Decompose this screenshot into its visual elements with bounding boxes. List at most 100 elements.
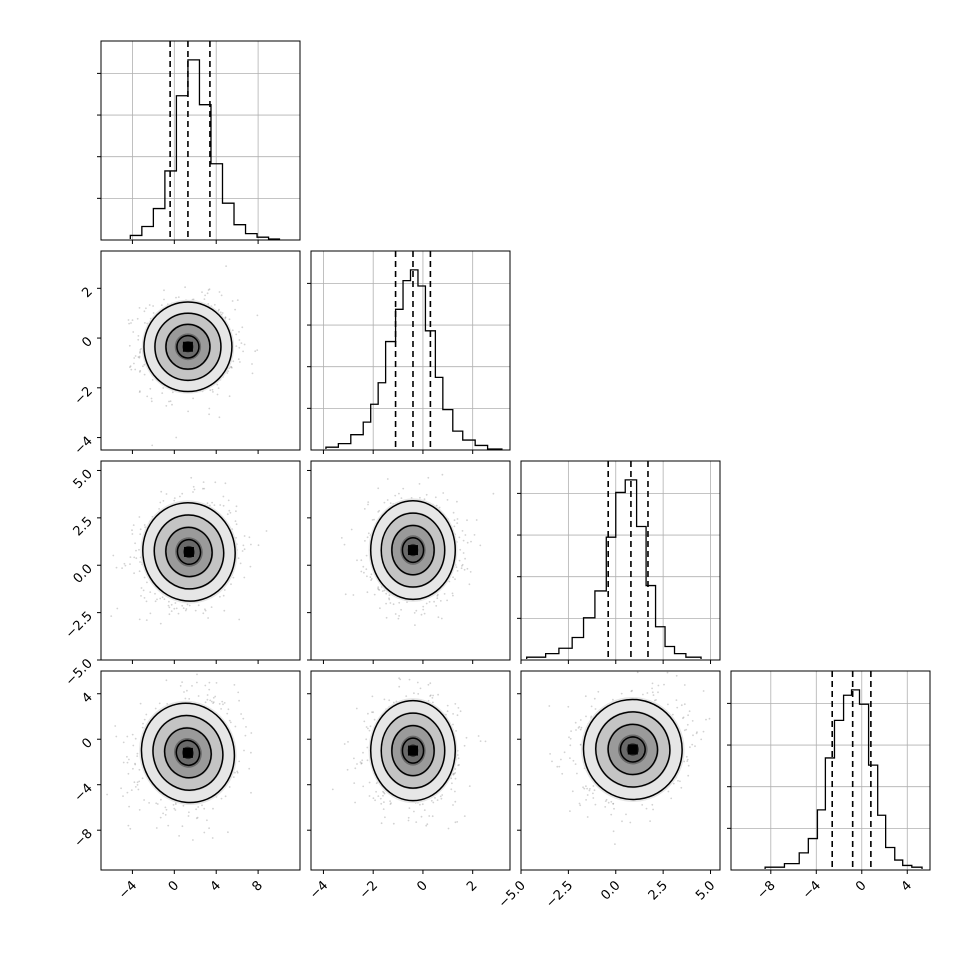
y-tick-label: 0 [79, 334, 95, 350]
x-tick-label: −4 [116, 878, 140, 902]
scatter-point [657, 684, 660, 687]
scatter-point [372, 711, 375, 714]
scatter-point [446, 599, 448, 602]
scatter-point [377, 588, 380, 591]
scatter-point [162, 500, 165, 502]
contour-line [163, 727, 212, 779]
scatter-point [129, 827, 132, 830]
scatter-point [425, 493, 428, 496]
scatter-point [558, 765, 561, 768]
scatter-point [208, 688, 211, 691]
scatter-point [192, 491, 194, 493]
scatter-point [569, 737, 572, 740]
scatter-point [578, 725, 581, 728]
scatter-point [138, 618, 141, 621]
scatter-point [175, 436, 178, 439]
scatter-point [138, 780, 141, 783]
scatter-point [702, 690, 705, 692]
histogram-panel-2 [517, 460, 721, 661]
scatter-point [421, 803, 424, 806]
scatter-point [373, 593, 376, 596]
scatter-point [569, 757, 571, 759]
contour-line [391, 524, 435, 576]
scatter-point [168, 600, 170, 603]
scatter-point [245, 726, 247, 728]
x-tick-label: 0 [853, 878, 869, 894]
scatter-point [130, 789, 133, 791]
scatter-point [211, 837, 214, 839]
scatter-point [392, 701, 395, 704]
scatter-point [162, 387, 165, 389]
scatter-point [196, 673, 198, 676]
panel-frame [730, 670, 931, 871]
scatter-point [145, 307, 147, 310]
scatter-point [429, 695, 431, 697]
scatter-point [152, 312, 155, 314]
scatter-point [235, 510, 237, 513]
scatter-point [373, 518, 375, 521]
scatter-point [230, 365, 233, 368]
scatter-point [570, 730, 572, 732]
scatter-point [213, 303, 216, 306]
scatter-point [156, 803, 159, 805]
scatter-point [192, 839, 194, 841]
scatter-point [350, 528, 353, 531]
scatter-point [366, 575, 368, 578]
scatter-point [126, 791, 129, 794]
scatter-point [593, 697, 596, 700]
scatter-point [179, 685, 182, 687]
scatter-point [367, 532, 370, 535]
scatter-point [362, 785, 365, 788]
scatter-point [202, 612, 205, 615]
scatter-point [452, 773, 455, 776]
scatter-point [440, 617, 443, 620]
scatter-point [129, 365, 132, 368]
scatter-point [197, 806, 200, 808]
scatter-point [685, 755, 688, 758]
scatter-point [204, 294, 207, 297]
scatter-point [645, 807, 648, 810]
scatter-point [167, 824, 170, 827]
scatter-point [484, 740, 487, 743]
scatter-point [212, 807, 214, 810]
scatter-point [446, 710, 449, 713]
scatter-point [236, 299, 239, 301]
scatter-point [702, 730, 705, 733]
scatter-point [464, 557, 466, 560]
contour-line [619, 736, 646, 763]
scatter-point [590, 705, 593, 708]
scatter-point [165, 679, 168, 682]
scatter-point [382, 794, 384, 797]
scatter-point [408, 678, 411, 681]
scatter-point [373, 718, 376, 721]
x-tick-label: −2.5 [543, 878, 576, 911]
contour-line [401, 737, 425, 764]
scatter-point [234, 725, 237, 728]
scatter-point [158, 702, 161, 705]
scatter-point [106, 793, 108, 796]
scatter-point [143, 799, 146, 801]
scatter-point [361, 759, 364, 762]
scatter-point [126, 735, 129, 738]
histogram-step [325, 269, 503, 450]
scatter-point [469, 571, 472, 573]
scatter-point [134, 786, 137, 788]
scatter-point [612, 803, 615, 805]
scatter-point [365, 726, 368, 728]
scatter-point [377, 586, 380, 589]
scatter-point [207, 303, 210, 305]
scatter-point [190, 476, 193, 479]
scatter-point [138, 356, 141, 359]
scatter-point [243, 548, 246, 551]
scatter-point [433, 600, 435, 603]
scatter-point [389, 602, 392, 604]
scatter-point [407, 816, 410, 819]
scatter-point [123, 562, 126, 565]
scatter-point [244, 734, 247, 737]
scatter-point [389, 803, 392, 805]
scatter-point [174, 803, 177, 805]
scatter-point [235, 505, 238, 508]
scatter-point [388, 598, 391, 601]
scatter-point [182, 804, 185, 807]
scatter-point [459, 548, 462, 551]
